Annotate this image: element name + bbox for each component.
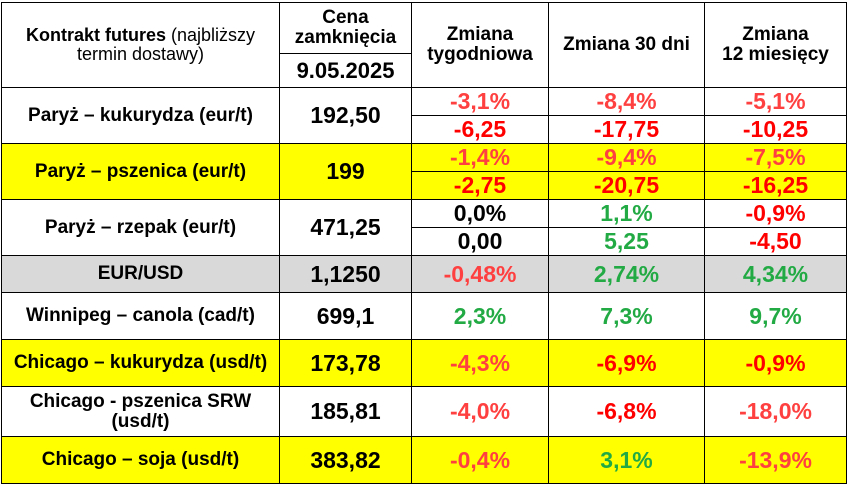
row-30d-pct: -8,4% <box>548 87 705 116</box>
row-price: 199 <box>279 143 412 200</box>
row-name: Chicago - pszenica SRW (usd/t) <box>1 386 280 437</box>
header-price: Cena zamknięcia <box>279 2 412 54</box>
row-name: Paryż – rzepak (eur/t) <box>1 199 280 256</box>
row-30d-pct: 1,1% <box>548 199 705 228</box>
row-12m-abs: -16,25 <box>704 171 847 200</box>
row-price: 699,1 <box>279 292 412 340</box>
row-30d-abs: -20,75 <box>548 171 705 200</box>
row-weekly-pct: -1,4% <box>411 143 549 172</box>
row-name: Chicago – kukurydza (usd/t) <box>1 339 280 387</box>
row-weekly-pct: -4,3% <box>411 339 549 387</box>
header-12m-line1: Zmiana <box>742 24 809 46</box>
header-contract-bold: Kontrakt futures <box>25 25 166 46</box>
row-name-line2: (usd/t) <box>111 410 170 432</box>
row-12m-pct: -5,1% <box>704 87 847 116</box>
row-price: 1,1250 <box>279 255 412 293</box>
row-name: Winnipeg – canola (cad/t) <box>1 292 280 340</box>
header-12m-line2: 12 miesięcy <box>722 44 829 65</box>
header-contract-light2: termin dostawy) <box>76 44 205 64</box>
header-price-line1: Cena <box>322 7 369 29</box>
row-price: 185,81 <box>279 386 412 437</box>
row-12m-pct: -7,5% <box>704 143 847 172</box>
row-name: Chicago – soja (usd/t) <box>1 436 280 484</box>
row-price: 383,82 <box>279 436 412 484</box>
row-30d-pct: -6,8% <box>548 386 705 437</box>
row-weekly-abs: -2,75 <box>411 171 549 200</box>
header-30d: Zmiana 30 dni <box>548 2 705 88</box>
row-weekly-pct: -0,48% <box>411 255 549 293</box>
header-12m: Zmiana 12 miesięcy <box>704 2 847 88</box>
row-price: 173,78 <box>279 339 412 387</box>
row-weekly-pct: -0,4% <box>411 436 549 484</box>
header-contract-light1: (najbliższy <box>165 25 256 46</box>
row-12m-pct: -13,9% <box>704 436 847 484</box>
row-30d-pct: 3,1% <box>548 436 705 484</box>
row-weekly-abs: -6,25 <box>411 115 549 144</box>
row-12m-abs: -4,50 <box>704 227 847 256</box>
row-12m-abs: -10,25 <box>704 115 847 144</box>
row-30d-pct: -6,9% <box>548 339 705 387</box>
row-30d-pct: -9,4% <box>548 143 705 172</box>
header-weekly-line2: tygodniowa <box>427 44 533 65</box>
header-weekly-line1: Zmiana <box>446 24 514 46</box>
row-30d-abs: -17,75 <box>548 115 705 144</box>
row-12m-pct: 4,34% <box>704 255 847 293</box>
row-price: 471,25 <box>279 199 412 256</box>
row-weekly-abs: 0,00 <box>411 227 549 256</box>
header-contract: Kontrakt futures (najbliższy termin dost… <box>1 2 280 88</box>
header-date: 9.05.2025 <box>279 53 412 88</box>
row-name: Paryż – pszenica (eur/t) <box>1 143 280 200</box>
row-30d-pct: 7,3% <box>548 292 705 340</box>
row-30d-pct: 2,74% <box>548 255 705 293</box>
row-12m-pct: 9,7% <box>704 292 847 340</box>
row-name-line1: Chicago - pszenica SRW <box>29 390 252 412</box>
row-12m-pct: -0,9% <box>704 199 847 228</box>
row-12m-pct: -0,9% <box>704 339 847 387</box>
row-price: 192,50 <box>279 87 412 144</box>
row-weekly-pct: 2,3% <box>411 292 549 340</box>
header-weekly: Zmiana tygodniowa <box>411 2 549 88</box>
row-weekly-pct: -4,0% <box>411 386 549 437</box>
row-12m-pct: -18,0% <box>704 386 847 437</box>
header-price-line2: zamknięcia <box>294 27 397 48</box>
row-name: Paryż – kukurydza (eur/t) <box>1 87 280 144</box>
row-weekly-pct: 0,0% <box>411 199 549 228</box>
row-weekly-pct: -3,1% <box>411 87 549 116</box>
row-30d-abs: 5,25 <box>548 227 705 256</box>
row-name: EUR/USD <box>1 255 280 293</box>
